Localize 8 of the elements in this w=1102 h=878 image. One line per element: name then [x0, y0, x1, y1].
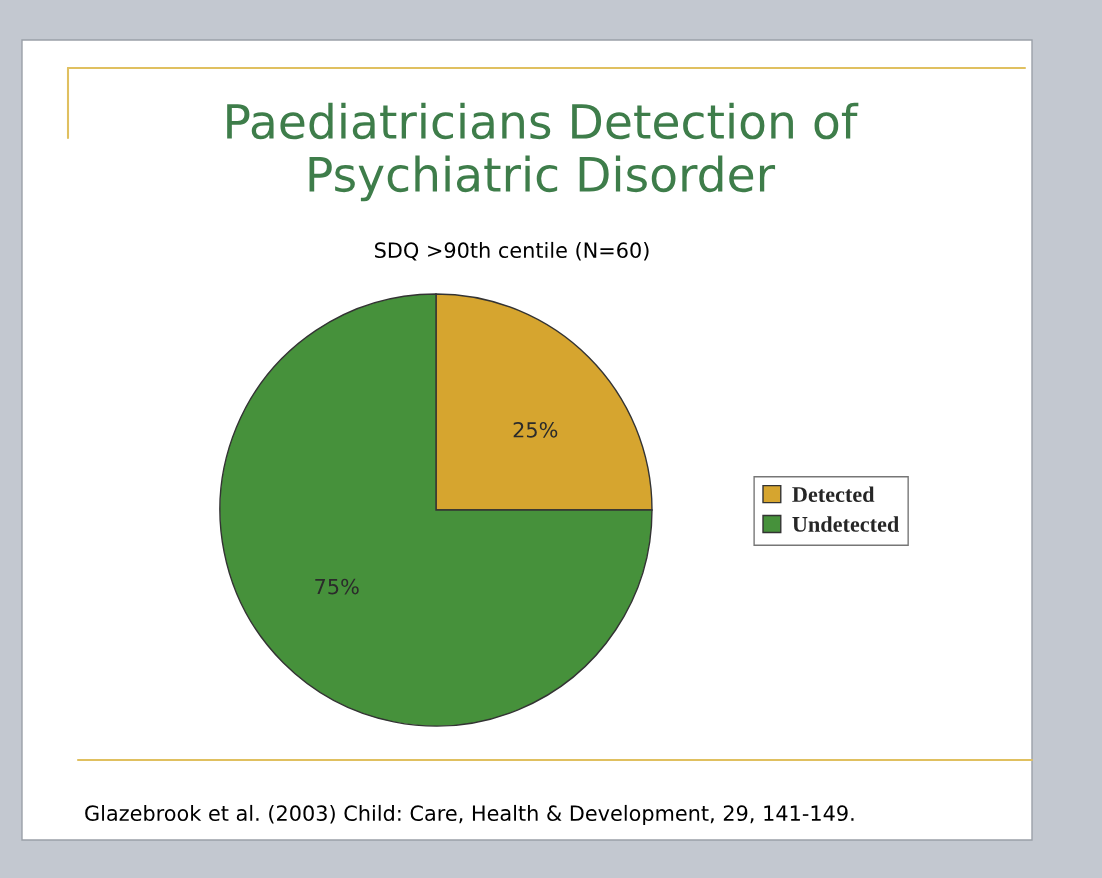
- data-label: 75%: [315, 578, 359, 595]
- text: Glazebrook et al. (2003) Child: Care, Health & Development, 29, 141-149.: [85, 804, 854, 826]
- legend-label: Undetected: [792, 516, 900, 532]
- chart-subtitle: SDQ >90th centile (N=60): [375, 241, 649, 261]
- legend-label: Detected: [792, 486, 875, 503]
- pie-slice: [219, 293, 653, 727]
- chart-title: Paediatricians Detection of Psychiatric Disorder: [227, 102, 859, 202]
- data-label: 25%: [513, 421, 558, 438]
